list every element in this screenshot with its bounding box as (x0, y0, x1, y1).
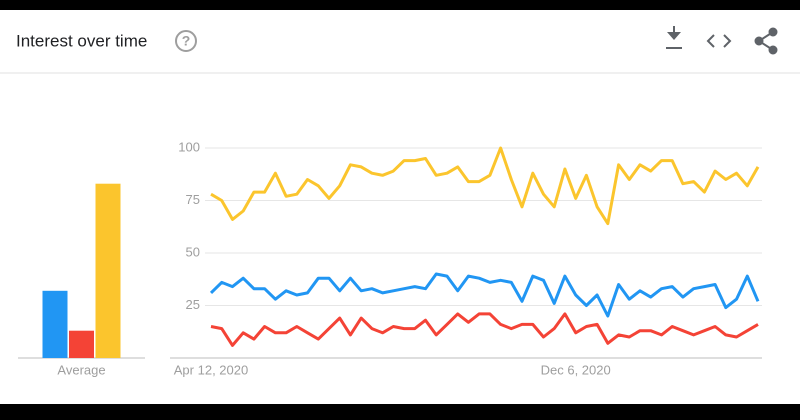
help-icon[interactable]: ? (175, 30, 197, 52)
y-tick-label: 75 (186, 192, 200, 207)
series-line (210, 312, 759, 347)
card (0, 10, 800, 404)
svg-text:?: ? (182, 33, 191, 49)
x-tick-label: Dec 6, 2020 (541, 362, 611, 377)
share-icon[interactable] (754, 27, 778, 55)
card-title: Interest over time (16, 31, 147, 50)
bar (69, 330, 94, 358)
y-tick-label: 25 (186, 297, 200, 312)
embed-icon[interactable] (706, 34, 732, 48)
y-tick-label: 100 (178, 139, 200, 154)
series-line (210, 146, 760, 226)
x-tick-label: Apr 12, 2020 (174, 362, 248, 377)
series-line (209, 272, 760, 318)
bar (42, 290, 68, 358)
bar (95, 183, 121, 358)
x-tick-label: Average (57, 362, 105, 377)
y-tick-label: 50 (186, 244, 200, 259)
download-icon[interactable] (666, 26, 682, 49)
